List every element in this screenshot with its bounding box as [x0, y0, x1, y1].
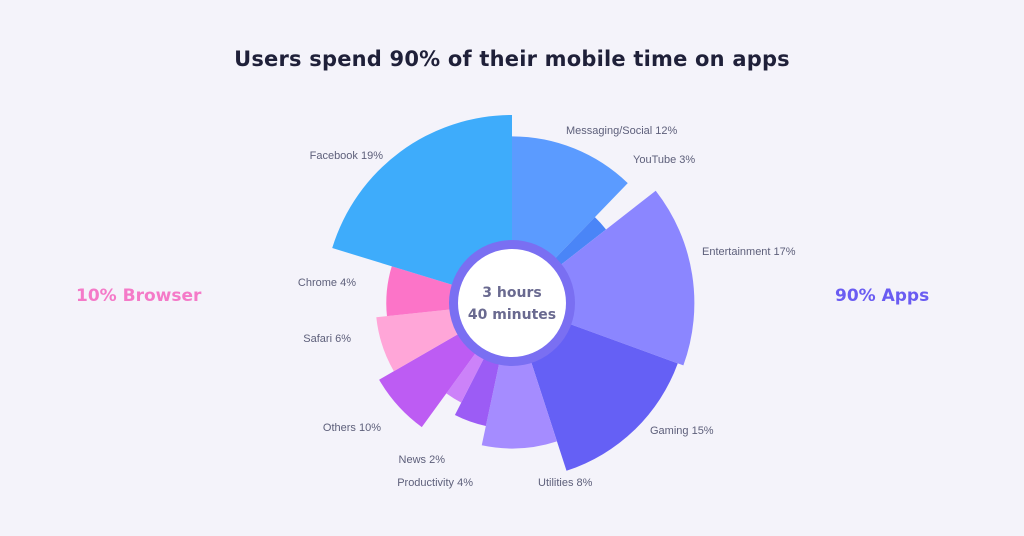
slice-others — [379, 333, 477, 428]
slice-label: Productivity 4% — [397, 477, 473, 489]
center-disc — [458, 249, 566, 357]
slice-label: YouTube 3% — [633, 154, 695, 166]
slice-productivity — [454, 356, 500, 426]
center-line-1: 3 hours — [482, 285, 541, 301]
slice-messaging-social — [512, 136, 628, 260]
slice-label: Utilities 8% — [538, 477, 593, 489]
slice-label: Safari 6% — [303, 333, 351, 345]
slice-label: Gaming 15% — [650, 425, 714, 437]
slice-label: News 2% — [399, 454, 446, 466]
slice-facebook — [332, 115, 512, 286]
slice-news — [446, 351, 485, 403]
slice-label: Messaging/Social 12% — [566, 125, 678, 137]
slice-utilities — [481, 360, 557, 449]
browser-share-label: 10% Browser — [76, 286, 202, 306]
chart-title: Users spend 90% of their mobile time on … — [234, 47, 790, 71]
slice-safari — [376, 309, 461, 372]
slice-label: Facebook 19% — [310, 150, 384, 162]
slice-chrome — [386, 266, 455, 317]
slice-label: Chrome 4% — [298, 277, 356, 289]
slice-label: Entertainment 17% — [702, 246, 796, 258]
slice-youtube — [553, 217, 607, 267]
slice-gaming — [530, 323, 678, 471]
apps-share-label: 90% Apps — [835, 286, 930, 306]
center-line-2: 40 minutes — [468, 307, 556, 323]
slice-entertainment — [559, 190, 695, 366]
slice-label: Others 10% — [323, 422, 381, 434]
